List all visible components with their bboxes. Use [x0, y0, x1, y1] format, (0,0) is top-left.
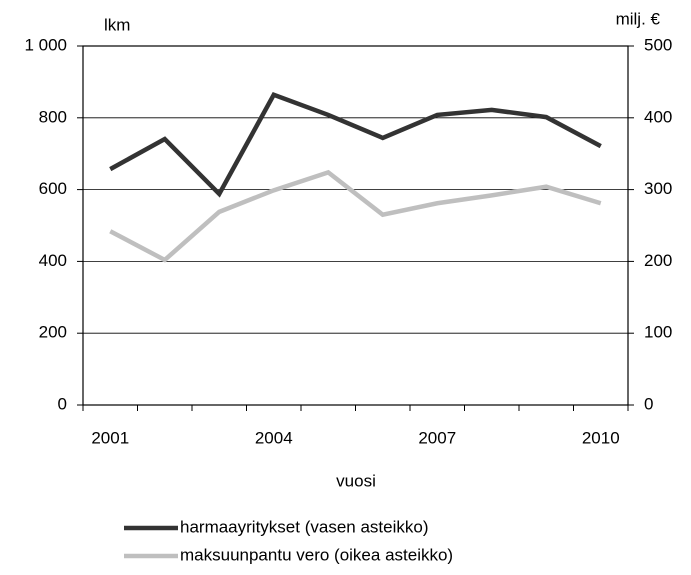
y2-tick-label: 100: [644, 323, 672, 342]
legend-label: maksuunpantu vero (oikea asteikko): [180, 545, 453, 564]
y-axis-label: lkm: [104, 15, 130, 34]
y-tick-label: 400: [39, 251, 67, 270]
y2-tick-label: 300: [644, 179, 672, 198]
y-tick-label: 800: [39, 107, 67, 126]
x-tick-label: 2001: [91, 428, 129, 447]
y2-tick-label: 500: [644, 35, 672, 54]
y2-tick-label: 0: [644, 394, 653, 413]
x-axis-label: vuosi: [336, 471, 376, 490]
plot-frame: [82, 45, 629, 406]
y-tick-label: 200: [39, 323, 67, 342]
x-tick-label: 2004: [255, 428, 293, 447]
y2-tick-label: 200: [644, 251, 672, 270]
x-tick-label: 2007: [418, 428, 456, 447]
y-tick-label: 0: [58, 394, 67, 413]
y-tick-label: 1 000: [24, 35, 67, 54]
legend-label: harmaayritykset (vasen asteikko): [180, 517, 428, 536]
series-line: [109, 92, 602, 198]
y-tick-label: 600: [39, 179, 67, 198]
y2-tick-label: 400: [644, 107, 672, 126]
y2-axis-label: milj. €: [616, 9, 661, 28]
x-tick-label: 2010: [582, 428, 620, 447]
series-line: [109, 169, 602, 263]
